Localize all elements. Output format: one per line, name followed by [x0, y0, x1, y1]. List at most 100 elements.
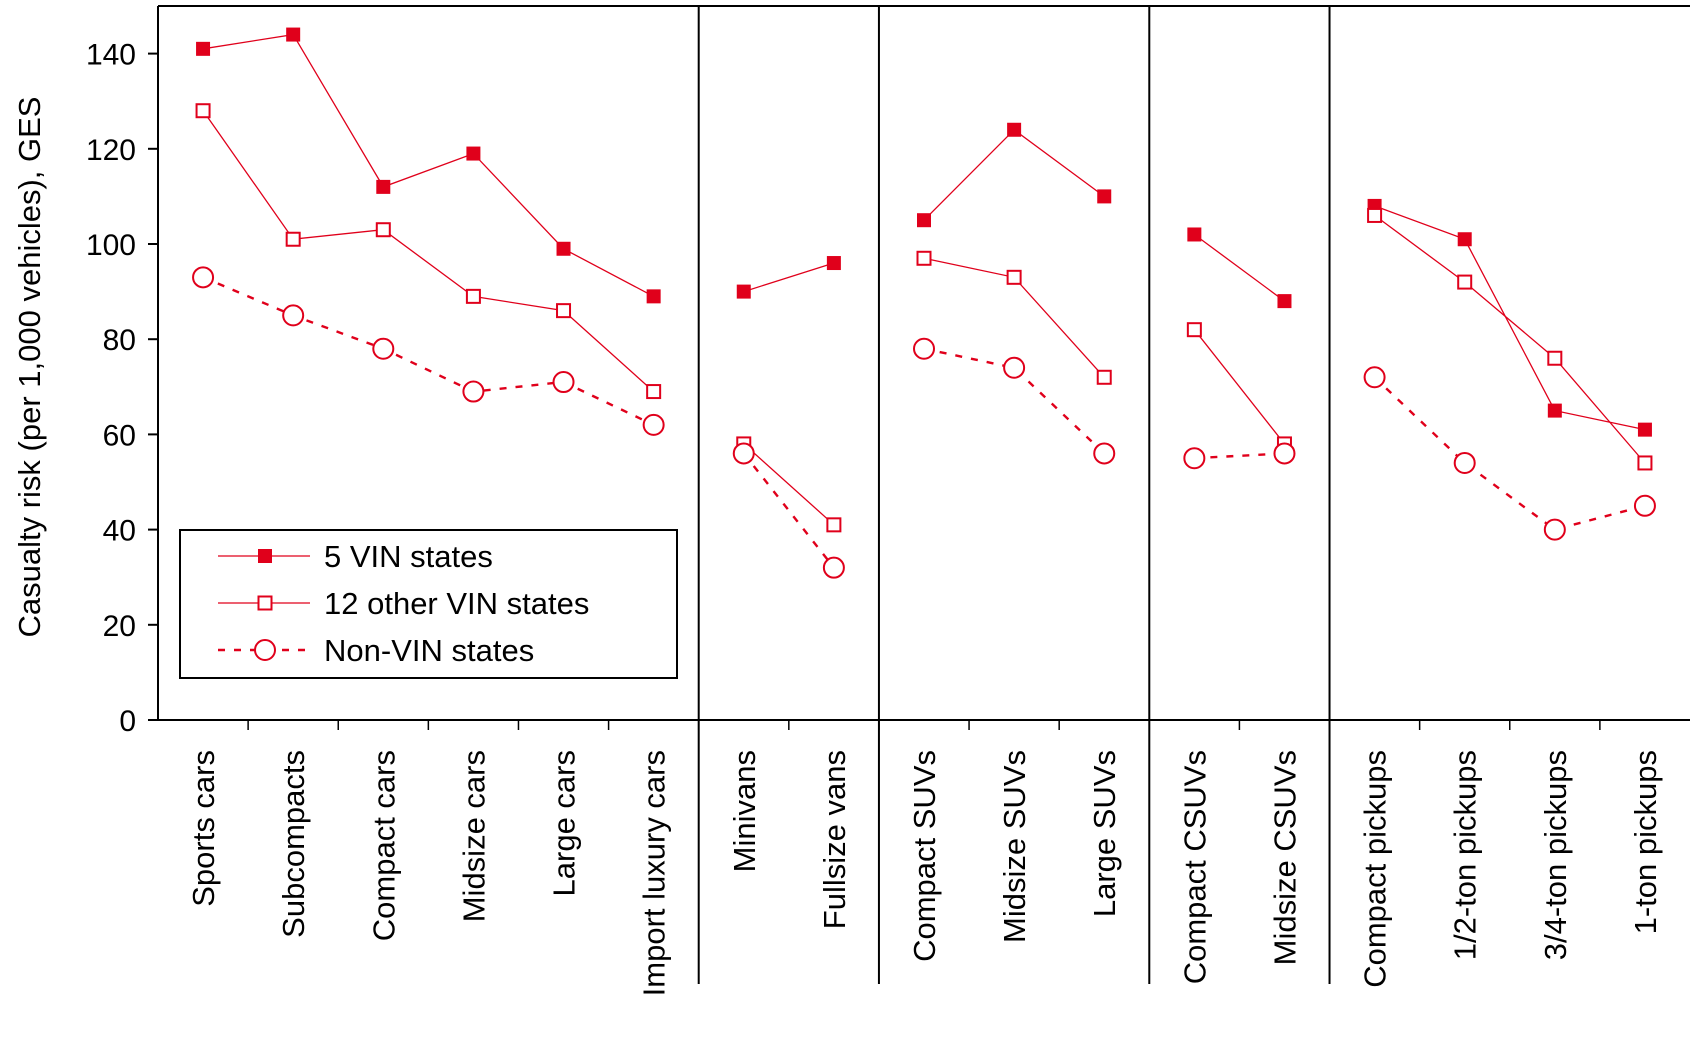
series-line-segment — [743, 262, 835, 293]
data-point-open-square — [1186, 322, 1202, 338]
data-point-filled-square — [376, 179, 391, 194]
data-point-open-circle — [1093, 442, 1116, 465]
data-point-open-circle — [372, 337, 395, 360]
data-point-open-square — [1637, 455, 1653, 471]
category-label: 1/2-ton pickups — [1448, 750, 1483, 960]
data-point-open-circle — [192, 266, 215, 289]
data-point-open-circle — [1453, 451, 1476, 474]
data-point-open-circle — [1363, 366, 1386, 389]
series-line-segment — [1193, 329, 1286, 445]
category-label: Compact SUVs — [907, 750, 942, 962]
data-point-filled-square — [466, 146, 481, 161]
data-point-open-square — [1096, 369, 1112, 385]
category-label: Minivans — [727, 750, 762, 872]
data-point-open-circle — [462, 380, 485, 403]
y-tick-label: 100 — [86, 229, 136, 262]
data-point-open-square — [916, 250, 932, 266]
category-label: Fullsize vans — [817, 750, 852, 929]
category-label: Large cars — [547, 750, 582, 896]
data-point-open-circle — [913, 337, 935, 360]
data-point-open-circle — [1273, 442, 1296, 465]
legend-label: 5 VIN states — [324, 539, 493, 574]
data-point-open-square — [826, 517, 842, 533]
series-line-segment — [1373, 376, 1646, 531]
data-point-filled-square — [1277, 294, 1292, 309]
legend-marker-open-circle — [254, 639, 276, 661]
y-tick-label: 80 — [103, 324, 136, 357]
data-point-open-circle — [1543, 518, 1566, 541]
data-point-filled-square — [917, 213, 931, 228]
data-point-filled-square — [1547, 403, 1562, 418]
legend: 5 VIN states 12 other VIN states Non-VIN s… — [179, 529, 678, 679]
legend-marker-open-square — [257, 595, 273, 611]
data-point-filled-square — [1097, 189, 1112, 204]
legend-label: 12 other VIN states — [324, 586, 589, 621]
data-point-open-square — [1367, 207, 1383, 223]
category-label: Midsize CSUVs — [1267, 750, 1302, 965]
category-label: 1-ton pickups — [1628, 750, 1663, 934]
data-point-open-square — [195, 103, 211, 119]
data-point-filled-square — [646, 289, 661, 304]
data-point-open-circle — [732, 442, 755, 465]
category-label: Large SUVs — [1087, 750, 1122, 917]
series-line-segment — [1374, 214, 1646, 464]
data-point-open-circle — [1183, 447, 1206, 470]
data-point-filled-square — [1187, 227, 1202, 242]
category-label: Sports cars — [186, 750, 221, 907]
series-line-segment — [1374, 205, 1646, 431]
y-axis: 0 20 40 60 80 100 120 140 — [86, 39, 158, 738]
series-line-segment — [1194, 452, 1285, 460]
data-point-open-circle — [552, 371, 575, 394]
y-tick-label: 120 — [86, 134, 136, 167]
y-tick-label: 40 — [103, 515, 136, 548]
legend-label: Non-VIN states — [324, 633, 534, 668]
data-point-open-square — [1457, 274, 1473, 290]
data-point-open-square — [646, 384, 662, 400]
plot-frame — [157, 5, 1690, 984]
y-tick-label: 20 — [103, 610, 136, 643]
series-line-segment — [742, 452, 835, 569]
series-1 — [195, 103, 1653, 533]
legend-marker-filled-square — [258, 549, 272, 563]
category-label: Compact cars — [366, 750, 401, 941]
data-point-filled-square — [556, 241, 571, 256]
data-point-filled-square — [286, 27, 301, 42]
data-point-open-circle — [282, 304, 305, 327]
series-0 — [196, 27, 1652, 437]
series-2 — [192, 266, 1656, 579]
data-point-open-square — [1006, 269, 1022, 285]
data-point-open-circle — [822, 556, 845, 579]
series-line-segment — [202, 33, 654, 297]
data-point-filled-square — [1457, 232, 1472, 247]
y-tick-label: 60 — [103, 419, 136, 452]
category-label: Midsize cars — [456, 750, 491, 922]
data-point-open-square — [465, 288, 481, 304]
y-tick-label: 140 — [86, 39, 136, 72]
data-point-filled-square — [1007, 122, 1022, 137]
data-point-filled-square — [196, 41, 211, 56]
data-point-filled-square — [736, 284, 751, 299]
data-point-open-square — [285, 231, 301, 247]
category-label: Subcompacts — [276, 750, 311, 938]
data-point-open-circle — [642, 413, 665, 436]
category-label: Compact CSUVs — [1177, 750, 1212, 984]
data-point-open-square — [375, 222, 391, 238]
y-axis-title: Casualty risk (per 1,000 vehicles), GES — [12, 97, 47, 638]
y-tick-label: 0 — [119, 705, 136, 738]
series-line-segment — [923, 128, 1105, 221]
category-label: 3/4-ton pickups — [1538, 750, 1573, 960]
category-label: Import luxury cars — [637, 750, 672, 996]
x-axis: Sports cars Subcompacts Compact cars Midsiz… — [186, 720, 1663, 996]
data-point-filled-square — [1637, 422, 1652, 437]
data-point-open-circle — [1633, 494, 1656, 517]
series-line-segment — [202, 276, 655, 426]
series-line-segment — [743, 443, 835, 526]
series-layer — [192, 27, 1656, 579]
category-label: Midsize SUVs — [997, 750, 1032, 943]
series-line-segment — [202, 110, 655, 393]
category-label: Compact pickups — [1358, 750, 1393, 988]
data-point-open-square — [1547, 350, 1563, 366]
data-point-filled-square — [826, 256, 841, 271]
data-point-open-square — [556, 303, 572, 319]
